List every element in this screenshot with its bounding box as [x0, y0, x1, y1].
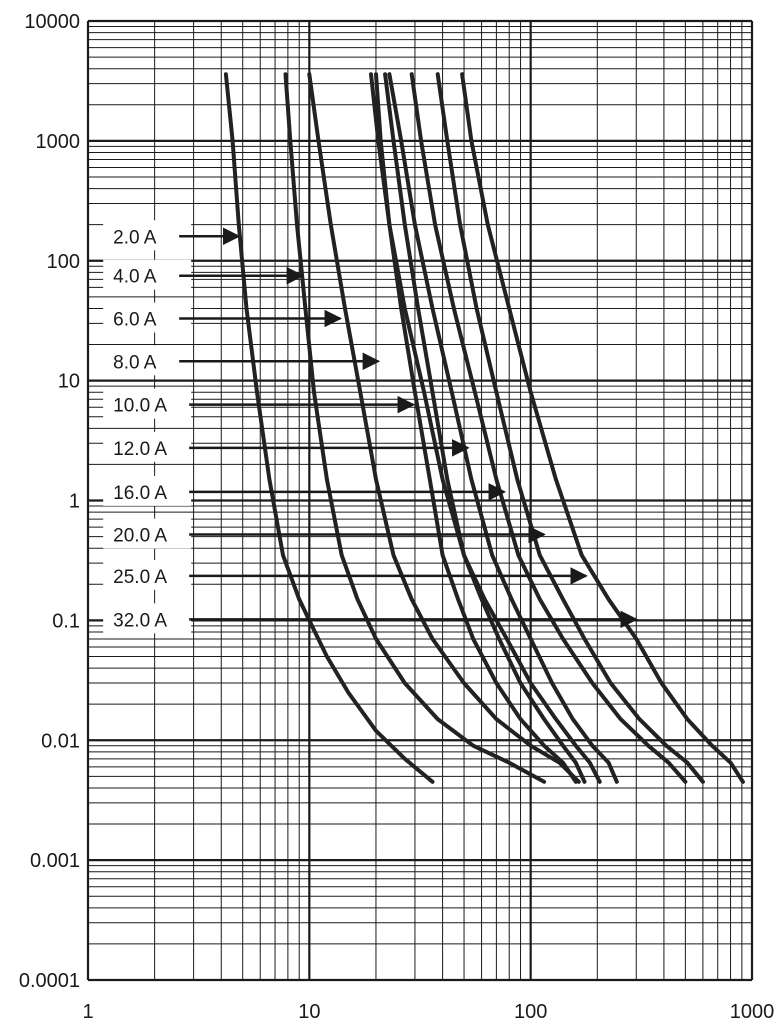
annotation-label: 32.0 A — [113, 610, 167, 631]
y-tick-label: 100 — [47, 251, 80, 273]
series-line — [409, 72, 688, 784]
annotation-label-bg — [103, 475, 192, 506]
x-tick-label: 1000 — [730, 1001, 775, 1023]
annotation-label: 8.0 A — [113, 352, 157, 373]
series-line — [307, 72, 581, 784]
series-line — [435, 72, 705, 784]
annotation-label: 20.0 A — [113, 526, 167, 547]
y-tick-label: 0.01 — [41, 730, 80, 752]
x-tick-label: 100 — [514, 1001, 547, 1023]
annotation-label-bg — [103, 559, 192, 590]
y-tick-label: 0.0001 — [19, 970, 80, 992]
y-tick-label: 0.001 — [30, 850, 80, 872]
series-line — [460, 72, 745, 784]
y-tick-labels: 10000 1000 100 10 1 0.1 0.01 0.001 0.0001 — [19, 11, 80, 992]
annotation-label-bg — [103, 220, 192, 251]
y-tick-label: 10000 — [24, 11, 80, 33]
x-tick-label: 10 — [298, 1001, 320, 1023]
y-tick-label: 1000 — [36, 131, 81, 153]
annotation-label-bg — [103, 388, 192, 419]
annotation-label-bg — [103, 518, 192, 549]
annotation-label: 6.0 A — [113, 309, 157, 330]
annotation-label: 2.0 A — [113, 227, 157, 248]
y-tick-label: 1 — [69, 491, 80, 513]
x-tick-labels: 1 10 100 1000 — [82, 1001, 774, 1023]
annotation-label-bg — [103, 259, 192, 290]
annotation-label: 4.0 A — [113, 267, 157, 288]
y-tick-label: 10 — [58, 371, 80, 393]
series-line — [369, 72, 602, 784]
x-tick-label: 1 — [82, 1001, 93, 1023]
annotation-layer: 2.0 A 4.0 A 6.0 A 8.0 A 10.0 A 12.0 A 16.0 A 20… — [103, 220, 639, 634]
annotation-label-bg — [103, 302, 192, 333]
annotation-label-bg — [103, 431, 192, 462]
annotation-label: 16.0 A — [113, 483, 167, 504]
series-line — [387, 72, 619, 784]
y-tick-label: 0.1 — [52, 610, 80, 632]
annotation-label: 10.0 A — [113, 396, 167, 417]
annotation-label: 25.0 A — [113, 567, 167, 588]
annotation-label-bg — [103, 603, 192, 634]
annotation-label: 12.0 A — [113, 439, 167, 460]
annotation-label-bg — [103, 345, 192, 376]
series-line — [283, 72, 547, 784]
series-layer — [223, 72, 745, 784]
